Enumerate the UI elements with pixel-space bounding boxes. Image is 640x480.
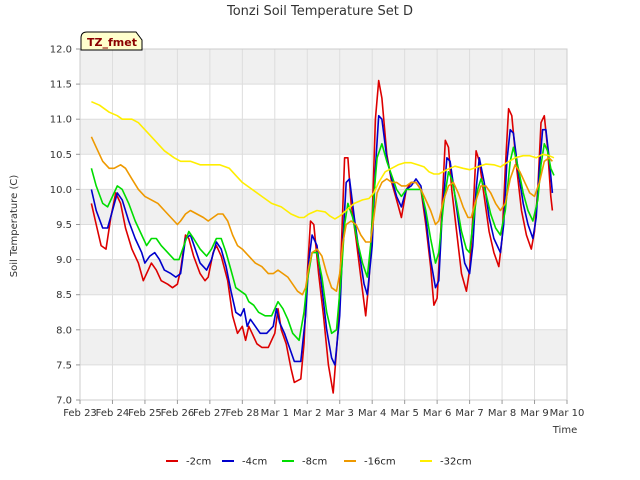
x-tick-label: Mar 4	[358, 408, 386, 419]
legend-label: -4cm	[242, 457, 267, 468]
x-tick-label: Mar 9	[520, 408, 548, 419]
legend-label: -2cm	[186, 457, 211, 468]
series-line-minus-32cm	[91, 100, 555, 220]
y-tick-label: 8.0	[56, 325, 72, 336]
legend: -2cm -4cm -8cm -16cm -32cm	[166, 457, 472, 468]
y-tick-label: 10.5	[50, 150, 72, 161]
x-tick-label: Feb 25	[128, 408, 162, 419]
station-badge: TZ_fmet	[80, 31, 143, 51]
series-line-minus-8cm	[90, 143, 555, 342]
x-tick-label: Mar 2	[293, 408, 321, 419]
y-tick-label: 9.0	[56, 255, 72, 266]
x-tick-label: Mar 8	[488, 408, 516, 419]
series-line-minus-4cm	[90, 114, 554, 366]
y-tick-label: 7.5	[56, 360, 72, 371]
y-tick-label: 7.0	[56, 396, 72, 407]
x-tick-label: Mar 5	[390, 408, 418, 419]
background-band	[80, 119, 567, 155]
x-axis-label: Time	[552, 425, 577, 436]
legend-label: -8cm	[302, 457, 327, 468]
legend-label: -16cm	[364, 457, 396, 468]
background-band	[80, 49, 567, 85]
x-tick-label: Mar 3	[326, 408, 354, 419]
y-axis-ticks: 7.0 7.5 8.0 8.5 9.0 9.5 10.0 10.5 11.0 11.5 12.0	[50, 45, 80, 407]
x-tick-label: Mar 1	[261, 408, 289, 419]
x-tick-label: Feb 23	[63, 408, 97, 419]
x-tick-label: Feb 27	[193, 408, 227, 419]
background-band	[80, 329, 567, 365]
series-lines	[90, 79, 555, 394]
badge-label: TZ_fmet	[87, 36, 137, 49]
background-band	[80, 189, 567, 225]
legend-label: -32cm	[440, 457, 472, 468]
y-tick-label: 11.5	[50, 80, 72, 91]
y-axis-label: Soil Temperature (C)	[9, 175, 20, 278]
x-tick-label: Mar 10	[550, 408, 585, 419]
series-line-minus-16cm	[90, 136, 553, 296]
x-tick-label: Mar 7	[455, 408, 483, 419]
y-tick-label: 9.5	[56, 220, 72, 231]
y-tick-label: 11.0	[50, 115, 72, 126]
x-tick-label: Feb 24	[96, 408, 130, 419]
y-tick-label: 12.0	[50, 45, 72, 56]
chart-title: Tonzi Soil Temperature Set D	[226, 4, 413, 19]
x-tick-label: Feb 26	[161, 408, 195, 419]
y-tick-label: 8.5	[56, 290, 72, 301]
badge-box	[80, 31, 143, 51]
x-tick-label: Mar 6	[423, 408, 451, 419]
x-tick-label: Feb 28	[226, 408, 260, 419]
y-tick-label: 10.0	[50, 185, 72, 196]
